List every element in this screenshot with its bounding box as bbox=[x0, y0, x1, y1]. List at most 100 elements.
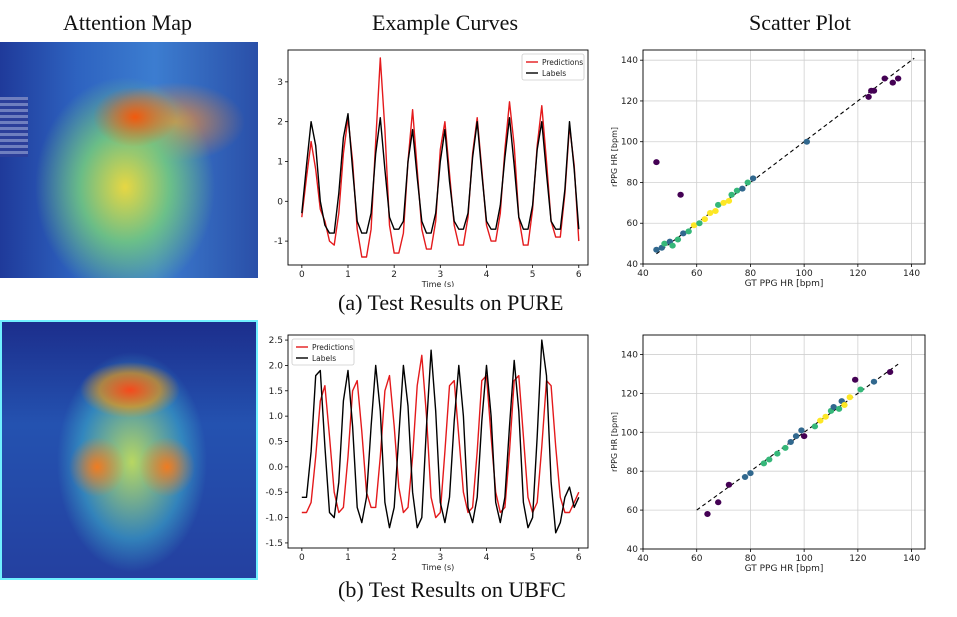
y-tick-label: 1 bbox=[277, 157, 283, 167]
series-line-labels bbox=[301, 339, 580, 534]
x-tick-label: 80 bbox=[745, 554, 757, 564]
scatter-plot-title: Scatter Plot bbox=[748, 10, 852, 35]
x-tick-label: 0 bbox=[299, 553, 305, 563]
scatter-point bbox=[715, 201, 722, 208]
x-tick-label: 5 bbox=[530, 270, 536, 280]
y-tick-label: 100 bbox=[621, 428, 638, 438]
legend-label: Labels bbox=[542, 69, 566, 78]
y-tick-label: 120 bbox=[621, 389, 638, 399]
scatter-point bbox=[803, 138, 811, 145]
scatter-point bbox=[886, 368, 894, 375]
y-axis-label: rPPG HR [bpm] bbox=[610, 127, 619, 187]
y-tick-label: 60 bbox=[627, 506, 639, 516]
y-tick-label: 0.5 bbox=[269, 438, 283, 448]
scatter-point bbox=[760, 460, 768, 467]
y-tick-label: -1.5 bbox=[265, 539, 283, 549]
scatter-point bbox=[870, 87, 878, 94]
x-tick-label: 1 bbox=[345, 270, 351, 280]
x-tick-label: 4 bbox=[484, 553, 490, 563]
ubfc-scatter-chart: 40 60 80 100 120 140 40 60 80 100 120 140 GT PPG HR … bbox=[610, 334, 926, 574]
y-tick-label: 1.0 bbox=[269, 412, 284, 422]
x-tick-label: 100 bbox=[796, 554, 813, 564]
scatter-point bbox=[733, 187, 741, 194]
y-tick-label: 40 bbox=[627, 260, 639, 270]
scatter-point bbox=[894, 75, 902, 82]
scatter-point bbox=[800, 433, 808, 440]
x-tick-label: 80 bbox=[745, 269, 757, 279]
scatter-point bbox=[817, 417, 824, 424]
scatter-point bbox=[744, 179, 751, 186]
y-tick-label: 40 bbox=[627, 545, 639, 555]
y-tick-label: 80 bbox=[627, 178, 639, 188]
scatter-point bbox=[653, 246, 660, 253]
x-tick-label: 6 bbox=[576, 270, 582, 280]
x-tick-label: 3 bbox=[437, 553, 443, 563]
attention-map-pure bbox=[0, 42, 258, 278]
x-axis-label: Time (s) bbox=[421, 563, 455, 572]
scatter-point bbox=[747, 470, 754, 477]
scatter-point bbox=[749, 175, 757, 182]
attention-map-ubfc bbox=[0, 320, 258, 580]
scatter-point bbox=[712, 208, 719, 215]
y-tick-label: 1.5 bbox=[269, 387, 283, 397]
scatter-point bbox=[830, 403, 837, 410]
scatter-point bbox=[787, 439, 794, 445]
scatter-point bbox=[685, 228, 692, 235]
y-tick-label: 2.5 bbox=[269, 336, 283, 346]
x-tick-label: 3 bbox=[437, 270, 443, 280]
y-tick-label: 100 bbox=[621, 138, 638, 148]
scatter-point bbox=[677, 191, 684, 198]
scatter-point bbox=[889, 79, 896, 86]
x-tick-label: 140 bbox=[903, 554, 920, 564]
y-tick-label: -0.5 bbox=[265, 488, 283, 498]
scatter-point bbox=[774, 450, 781, 457]
scatter-point bbox=[669, 242, 676, 249]
y-tick-label: 60 bbox=[627, 219, 639, 229]
scatter-point bbox=[792, 433, 800, 440]
scatter-point bbox=[851, 376, 859, 383]
scatter-point bbox=[739, 185, 746, 192]
legend-label: Predictions bbox=[542, 58, 583, 67]
scatter-point bbox=[782, 444, 789, 451]
scatter-point bbox=[696, 220, 703, 227]
scatter-point bbox=[661, 240, 668, 247]
plot-frame bbox=[642, 49, 926, 265]
caption-pure: (a) Test Results on PURE bbox=[338, 290, 564, 315]
caption-ubfc: (b) Test Results on UBFC bbox=[338, 577, 566, 602]
scatter-point bbox=[728, 191, 735, 198]
scatter-point bbox=[870, 378, 878, 385]
y-tick-label: -1 bbox=[274, 237, 283, 247]
scatter-point bbox=[857, 386, 864, 393]
y-tick-label: 140 bbox=[621, 56, 638, 66]
y-tick-label: 140 bbox=[621, 350, 638, 360]
scatter-point bbox=[674, 236, 682, 243]
x-tick-label: 0 bbox=[299, 270, 305, 280]
ubfc-curves-chart: 0 1 2 3 4 5 6 -1.5 -1.0 -0.5 0.0 0.5 1.0 1.5 2.0 2.5 Tim… bbox=[265, 334, 589, 572]
scatter-point bbox=[690, 222, 698, 229]
y-tick-label: 120 bbox=[621, 97, 638, 107]
y-axis-label: rPPG HR [bpm] bbox=[610, 412, 619, 472]
y-tick-label: 80 bbox=[627, 467, 639, 477]
scatter-point bbox=[846, 394, 853, 401]
x-tick-label: 60 bbox=[691, 269, 703, 279]
x-tick-label: 5 bbox=[530, 553, 536, 563]
plot-frame bbox=[287, 49, 589, 266]
scatter-point bbox=[741, 474, 749, 481]
legend-label: Labels bbox=[312, 354, 336, 363]
legend-label: Predictions bbox=[312, 343, 353, 352]
pure-scatter-chart: 40 60 80 100 120 140 40 60 80 100 120 140 GT PPG HR … bbox=[610, 49, 926, 289]
x-tick-label: 60 bbox=[691, 554, 703, 564]
x-tick-label: 120 bbox=[849, 269, 866, 279]
x-axis-label: GT PPG HR [bpm] bbox=[745, 564, 824, 574]
y-tick-label: 2 bbox=[277, 118, 283, 128]
x-tick-label: 140 bbox=[903, 269, 920, 279]
scatter-point bbox=[701, 216, 708, 223]
scatter-point bbox=[720, 199, 727, 206]
scatter-point bbox=[822, 413, 829, 420]
scatter-point bbox=[811, 423, 819, 430]
y-tick-label: 3 bbox=[277, 78, 283, 88]
series-line-labels bbox=[301, 113, 580, 234]
scatter-point bbox=[653, 159, 660, 166]
scatter-point bbox=[766, 456, 773, 463]
x-tick-label: 4 bbox=[484, 270, 490, 280]
